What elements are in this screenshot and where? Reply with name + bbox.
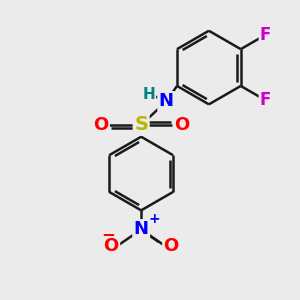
Text: N: N	[134, 220, 149, 238]
Text: O: O	[174, 116, 189, 134]
Text: −: −	[101, 225, 115, 243]
Text: N: N	[159, 92, 174, 110]
Text: H: H	[142, 87, 155, 102]
Text: F: F	[260, 91, 271, 109]
Text: O: O	[164, 237, 179, 255]
Text: +: +	[148, 212, 160, 226]
Text: F: F	[260, 26, 271, 44]
Text: S: S	[134, 116, 148, 134]
Text: O: O	[103, 237, 119, 255]
Text: O: O	[93, 116, 109, 134]
